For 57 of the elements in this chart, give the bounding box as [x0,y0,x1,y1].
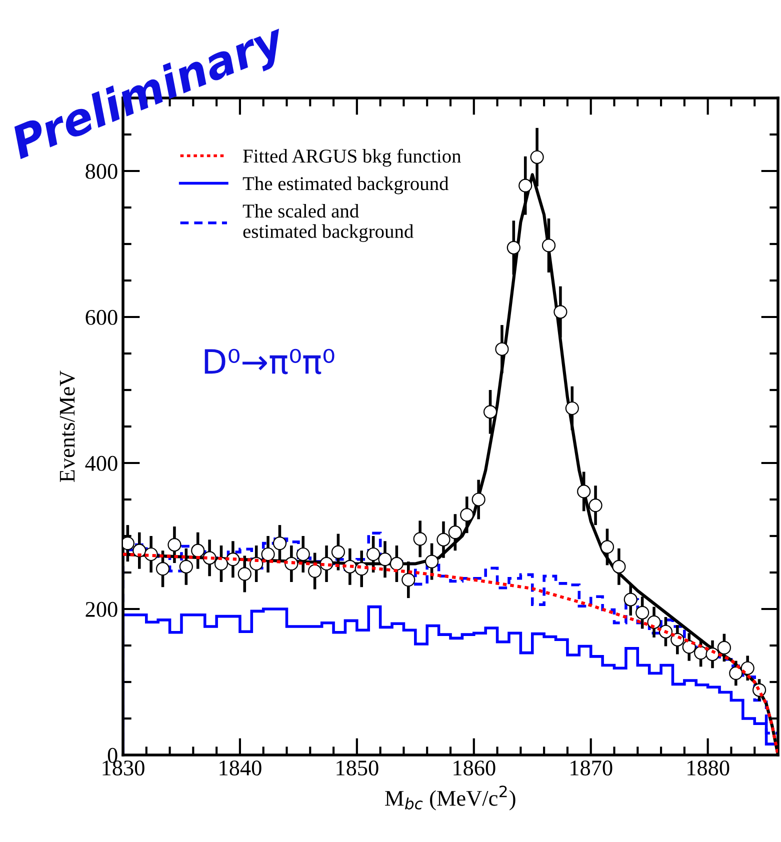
y-axis-title: Events/MeV [60,370,75,482]
point [717,640,731,654]
point [424,554,439,568]
point [378,552,392,566]
x-tick-label: 1830 [102,760,144,776]
point [460,508,474,522]
point [168,538,182,552]
point [483,405,498,419]
y-tick-label: 0 [108,748,118,763]
point [542,238,556,252]
point [647,615,661,629]
x-tick-label: 1840 [220,760,262,776]
y-tick-label: 800 [86,164,118,179]
point [636,606,650,620]
point [506,240,520,254]
point [261,547,275,562]
point [390,556,404,571]
point [448,526,462,540]
point [624,592,638,606]
point [250,556,264,571]
point [600,540,614,554]
point [402,572,416,587]
point [436,532,450,546]
x-tick-label: 1860 [454,760,496,776]
legend-label: The estimated background [242,176,449,194]
point [729,666,743,680]
x-tick-label: 1850 [336,760,378,776]
point [296,547,310,562]
y-tick-label: 400 [85,456,118,471]
point [554,305,568,319]
point [530,150,544,164]
x-axis-title: M$_{bc}$ (MeV/c$^{2}$) [385,786,516,810]
point [472,492,486,506]
y-tick-label: 600 [86,310,118,325]
point [331,545,346,559]
x-tick-label: 1880 [688,760,730,776]
point [238,567,252,581]
point [179,560,193,574]
point [518,178,532,192]
point [565,401,579,416]
point [366,547,380,562]
y-tick-label: 200 [86,602,118,617]
point [156,562,170,576]
point [612,560,626,574]
point [577,484,591,498]
point [214,556,228,571]
legend-label: The scaled and estimated background [242,204,414,242]
point [682,640,696,654]
point [272,536,287,550]
annotation: D⁰→π⁰π⁰ [204,348,334,374]
x-tick-label: 1870 [570,760,612,776]
point [308,564,322,578]
point [191,544,205,558]
point [588,498,602,512]
point [740,661,754,675]
point [495,342,509,356]
point [413,532,427,546]
